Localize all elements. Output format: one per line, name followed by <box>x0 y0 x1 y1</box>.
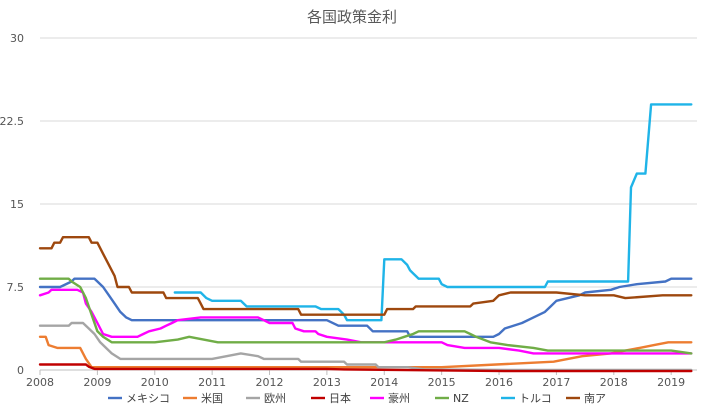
x-tick-label: 2013 <box>313 376 341 389</box>
legend-label: トルコ <box>519 392 552 405</box>
x-tick-label: 2009 <box>83 376 111 389</box>
series-line <box>38 277 693 355</box>
x-tick-label: 2012 <box>256 376 284 389</box>
x-tick-label: 2011 <box>198 376 226 389</box>
y-tick-label: 30 <box>10 32 24 45</box>
y-tick-label: 15 <box>10 198 24 211</box>
series-line <box>38 363 693 373</box>
y-tick-label: 22.5 <box>0 115 24 128</box>
x-tick-label: 2018 <box>600 376 628 389</box>
legend-label: 南ア <box>584 392 606 405</box>
x-tick-label: 2015 <box>428 376 456 389</box>
x-tick-label: 2019 <box>657 376 685 389</box>
series-lines <box>38 103 693 373</box>
gridlines <box>40 37 697 288</box>
series-line <box>38 277 693 338</box>
tick-labels: 0 7.5 15 22.5 30 2008 2009 2010 2011 2012 2013 2014… <box>0 32 685 389</box>
legend-label: 米国 <box>201 392 223 405</box>
x-tick-label: 2014 <box>370 376 398 389</box>
series-line <box>38 321 693 372</box>
series-line <box>38 288 693 355</box>
y-tick-label: 7.5 <box>7 281 25 294</box>
x-tick-label: 2017 <box>542 376 570 389</box>
x-tick-label: 2016 <box>485 376 513 389</box>
legend-label: 日本 <box>329 391 351 405</box>
legend-label: メキシコ <box>126 392 170 405</box>
series-line <box>38 236 693 316</box>
legend-label: 欧州 <box>264 392 286 405</box>
series-line <box>173 103 693 322</box>
x-tick-label: 2010 <box>141 376 169 389</box>
legend: メキシコ 米国 欧州 日本 豪州 NZ トルコ 南ア <box>108 391 606 405</box>
legend-label: NZ <box>453 392 469 405</box>
x-tick-label: 2008 <box>26 376 54 389</box>
y-tick-label: 0 <box>17 364 24 377</box>
legend-label: 豪州 <box>388 391 410 405</box>
chart-title: 各国政策金利 <box>307 8 397 26</box>
